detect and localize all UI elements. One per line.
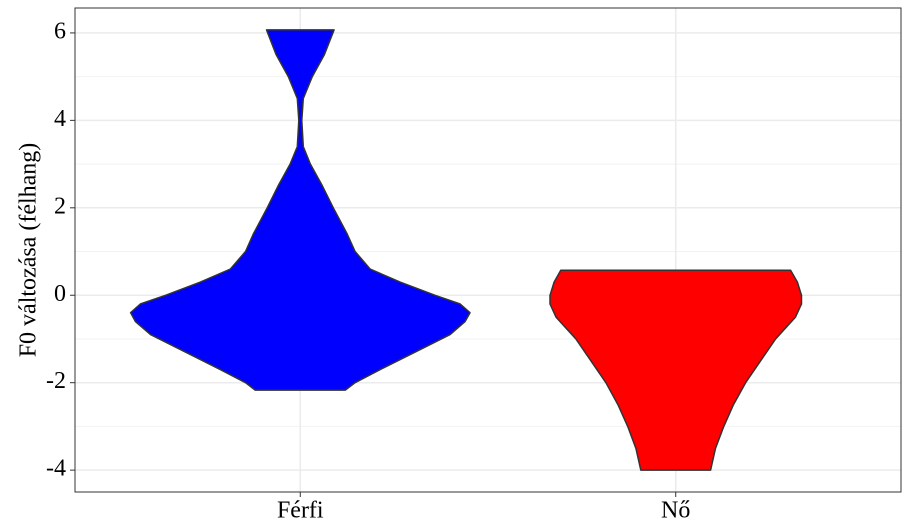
violin [129,29,471,391]
violin [549,269,803,471]
y-tick-label: -4 [46,456,66,482]
plot-background [75,8,901,492]
y-tick-label: 4 [54,106,66,132]
y-axis-label: F0 változása (félhang) [16,143,42,358]
y-tick-label: 2 [54,193,66,219]
y-tick-label: 6 [54,18,66,44]
x-tick-label: Nő [661,498,690,524]
plot-border [74,7,902,493]
y-tick-label: 0 [54,281,66,307]
y-tick-label: -2 [46,368,66,394]
x-tick-label: Férfi [277,498,324,524]
